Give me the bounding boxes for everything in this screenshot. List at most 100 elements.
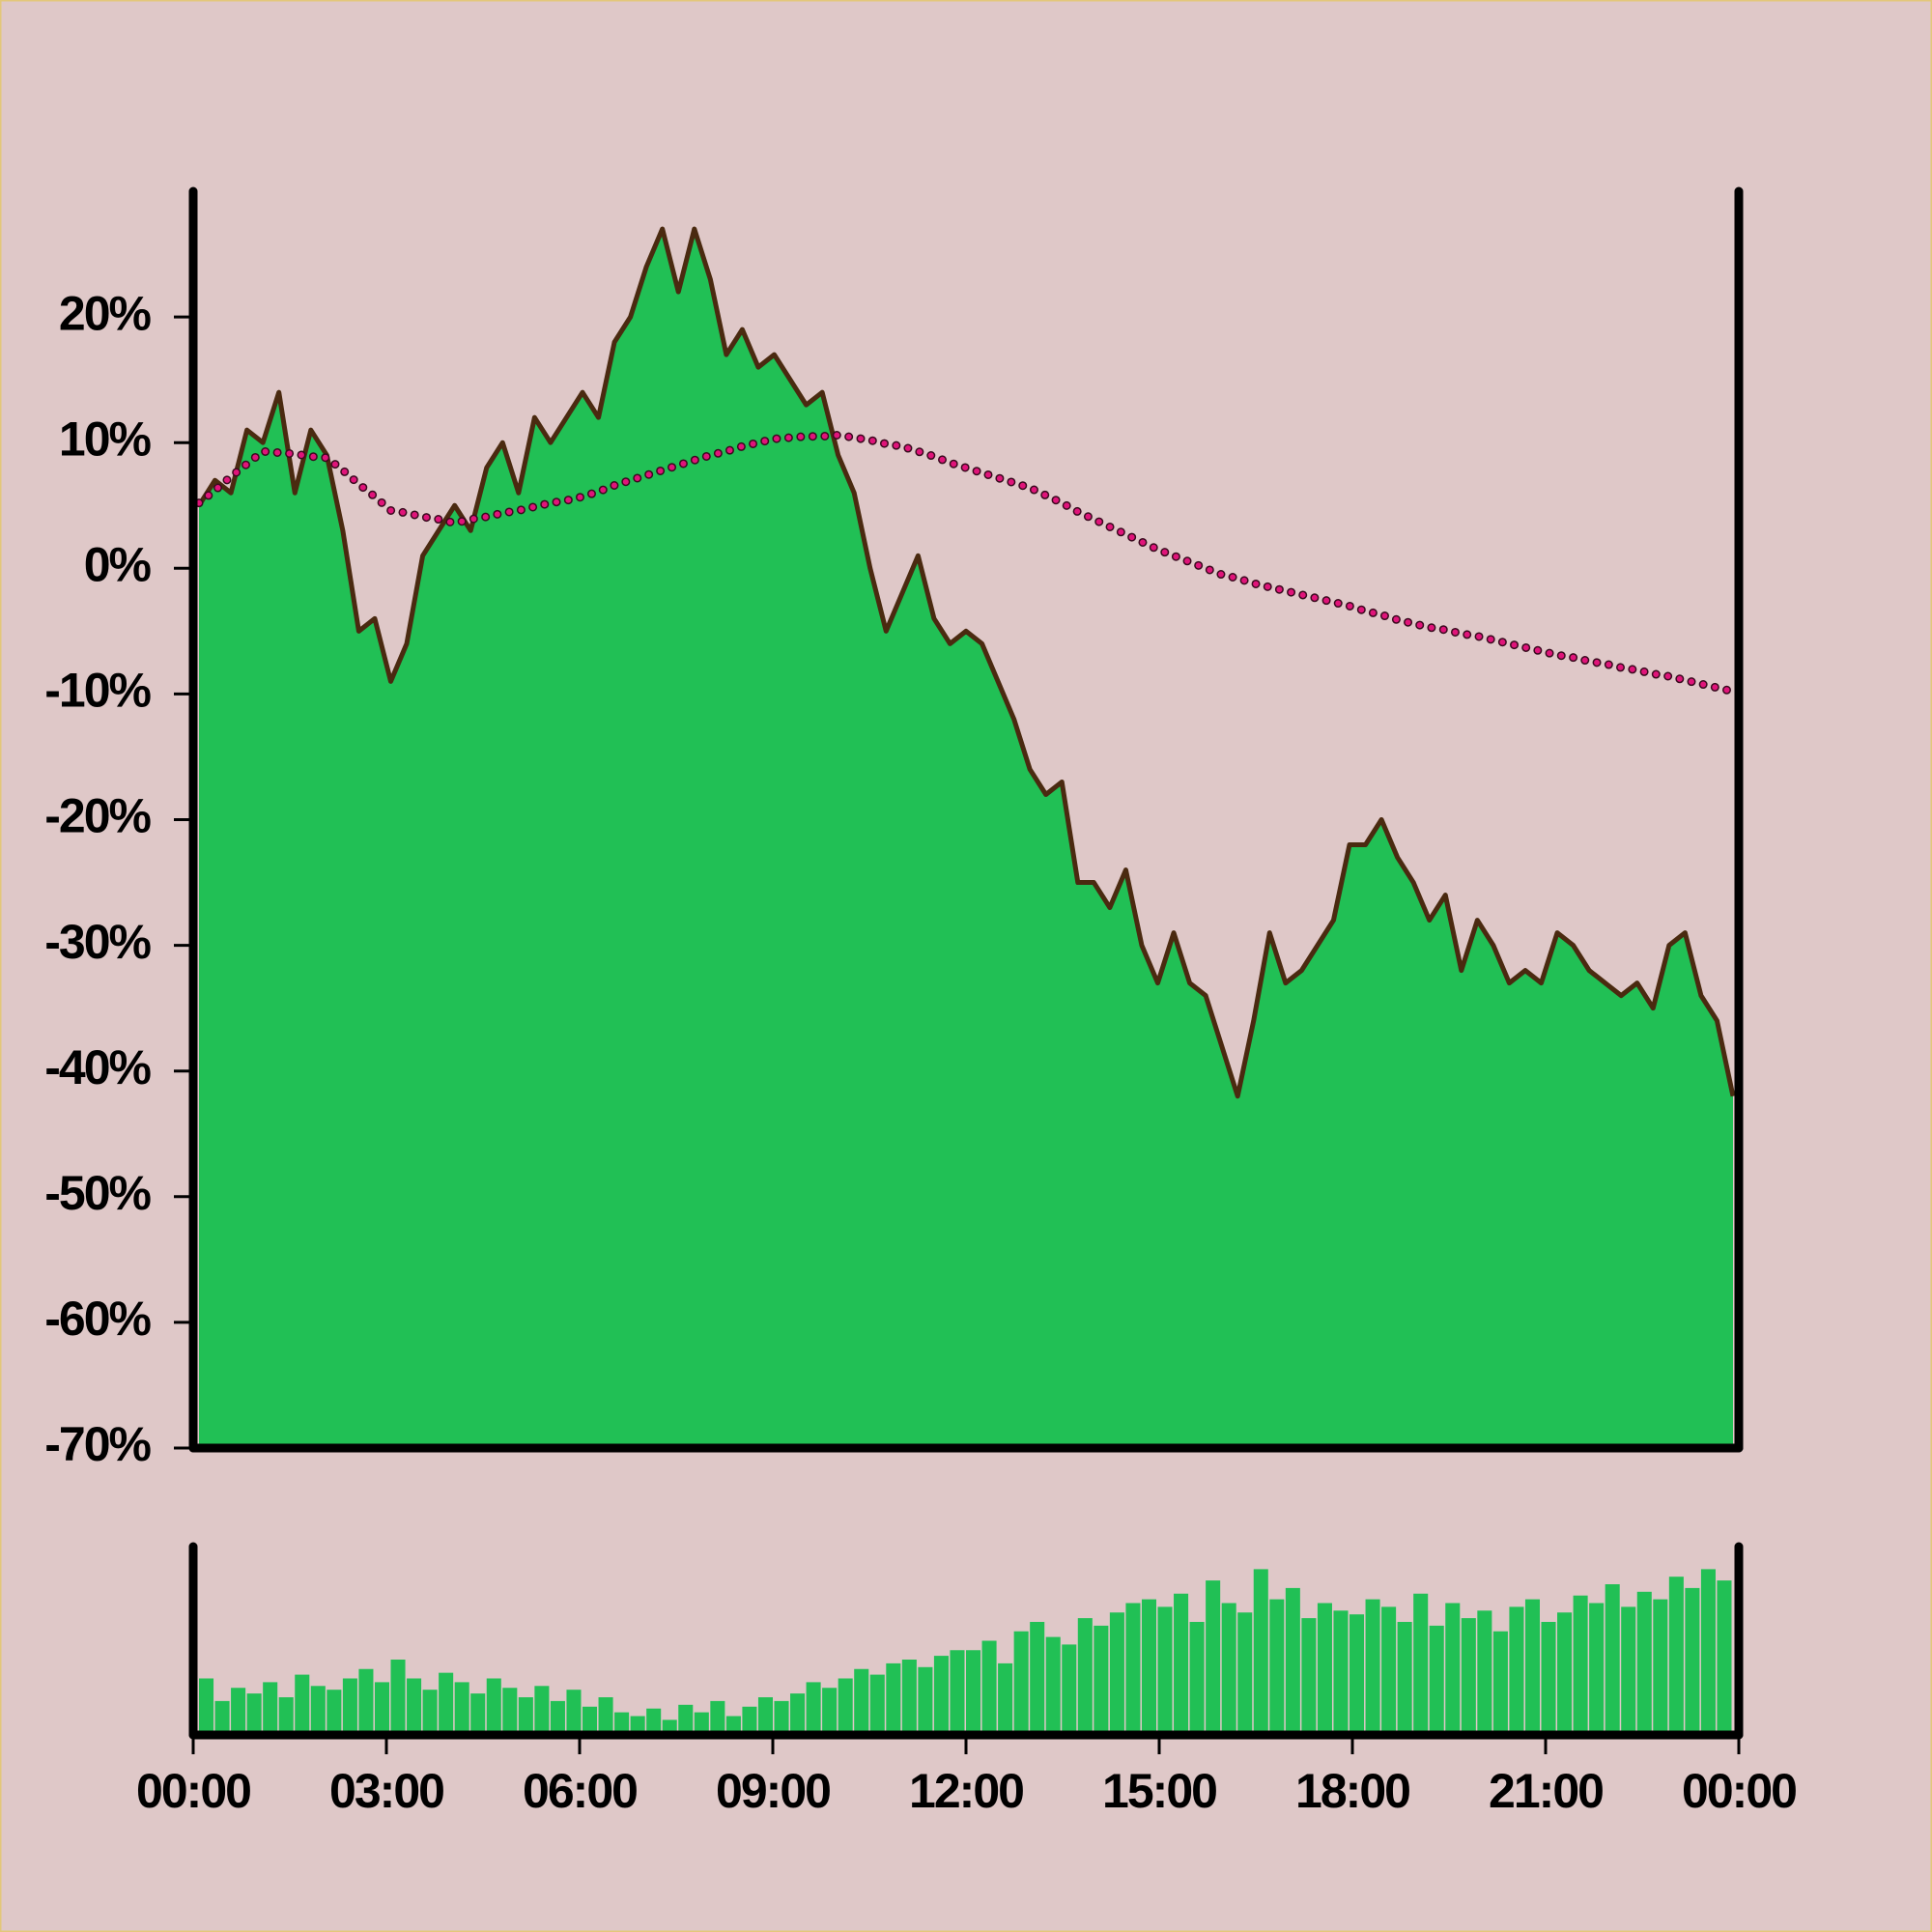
volume-bar [1445,1603,1461,1735]
volume-bar [439,1672,454,1735]
volume-bar [694,1712,709,1735]
volume-bar [1381,1606,1397,1735]
volume-bar [566,1690,582,1735]
volume-bar [358,1668,374,1735]
y-tick-label: 10% [59,412,152,466]
volume-bar [1109,1612,1124,1735]
volume-bar [342,1678,357,1735]
volume-bar [1317,1603,1332,1735]
volume-bar [550,1700,565,1735]
volume-bar [246,1693,262,1735]
x-tick-label: 00:00 [1682,1764,1796,1818]
volume-bar [1477,1610,1492,1735]
volume-bar [1301,1618,1317,1735]
volume-bar [1141,1599,1156,1735]
volume-bar [950,1650,965,1735]
area [199,229,1733,1448]
y-tick-label: -50% [44,1166,151,1220]
volume-bar [1285,1587,1300,1735]
volume-bar [918,1666,933,1735]
y-tick-label: 0% [84,538,152,592]
volume-bar [757,1697,773,1735]
volume-bar [966,1650,981,1735]
y-tick-label: -20% [44,789,151,843]
volume-bar [598,1697,613,1735]
volume-bar [374,1682,389,1735]
y-tick-label: 20% [59,286,152,340]
x-tick-label: 09:00 [716,1764,830,1818]
volume-bar [1573,1595,1588,1735]
volume-bar [390,1660,406,1735]
volume-bar [1077,1618,1093,1735]
volume-bar [1094,1625,1109,1735]
volume-bar [1237,1612,1253,1735]
x-tick-label: 03:00 [329,1764,443,1818]
volume-bar [1253,1569,1268,1735]
volume-bar [1429,1625,1444,1735]
volume-bar [1350,1614,1365,1735]
volume-bar [678,1704,694,1735]
volume-bar [1717,1580,1732,1735]
volume-bar [998,1662,1013,1735]
volume-bar [1621,1606,1636,1735]
volume-bar [1206,1580,1221,1735]
y-tick-label: -30% [44,915,151,969]
y-tick-label: -10% [44,664,151,718]
x-tick-label: 12:00 [909,1764,1023,1818]
area-line [196,226,1736,1099]
volume-bar [710,1700,725,1735]
volume-bar [1397,1622,1412,1735]
volume-bar [886,1662,901,1735]
volume-bar [1589,1603,1605,1735]
volume-bar [1030,1622,1045,1735]
x-tick-label: 15:00 [1102,1764,1216,1818]
moving-average [196,432,1736,695]
volume-bar [1541,1622,1556,1735]
x-tick-label: 18:00 [1295,1764,1409,1818]
volume-bar [1221,1603,1236,1735]
volume-bar [933,1656,949,1735]
volume-bar [582,1706,598,1735]
volume-bar [1189,1622,1205,1735]
y-tick-label: -60% [44,1292,151,1346]
volume-bar [1062,1644,1077,1735]
volume-bar [1157,1606,1173,1735]
volume-bar [1013,1631,1029,1735]
volume-bar [725,1716,741,1735]
volume-bar [774,1700,789,1735]
volume-bar [838,1678,853,1735]
volume-bar [422,1690,438,1735]
volume-bar [1524,1599,1540,1735]
volume-bar [470,1693,486,1735]
volume-bar [1653,1599,1668,1735]
x-tick-label: 00:00 [136,1764,250,1818]
volume-bar [1557,1612,1573,1735]
volume-bar [518,1697,533,1735]
y-tick-label: -70% [44,1417,151,1471]
volume-bar [327,1690,342,1735]
x-tick-label: 06:00 [523,1764,637,1818]
volume-bar [854,1668,869,1735]
volume-bar [534,1686,550,1735]
y-tick-label: -40% [44,1040,151,1094]
volume-bar [1509,1606,1524,1735]
volume-bar [502,1688,518,1735]
volume-bar [630,1716,645,1735]
volume-bar [1413,1593,1429,1735]
volume-bar [486,1678,501,1735]
volume-bar [790,1693,806,1735]
volume-bar [454,1682,469,1735]
volume-bar [1492,1631,1508,1735]
volume-bar [822,1688,838,1735]
volume-bar [1605,1584,1620,1735]
volume-bar [1125,1603,1141,1735]
volume-bar [1636,1591,1652,1735]
volume-bar [742,1706,757,1735]
volume-bar [295,1674,310,1735]
volume-bar [981,1640,997,1735]
volume-bar [278,1697,294,1735]
volume-bar [614,1712,630,1735]
volume-bar [1174,1593,1189,1735]
